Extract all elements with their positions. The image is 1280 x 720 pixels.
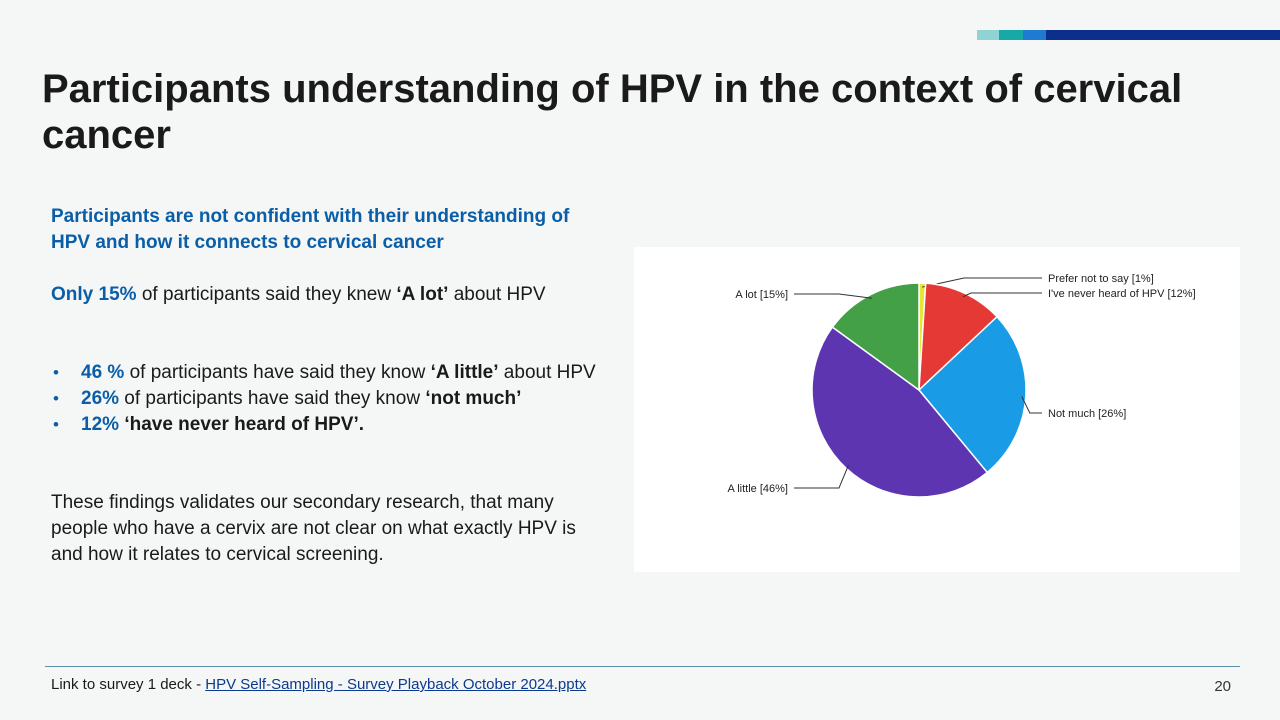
pie-slice [918,282,999,392]
pie-slice-label: Prefer not to say [1%] [1048,273,1154,285]
closing-paragraph: These findings validates our secondary r… [51,492,576,565]
pie-slice-label: I've never heard of HPV [12%] [1048,288,1196,300]
pie-slice [811,326,989,498]
pie-slice [917,315,1027,474]
pie-slice-label: A little [46%] [727,483,788,495]
a-lot-highlight: Only 15% [51,284,137,305]
bullet-bold: ‘A little’ [430,362,499,383]
pie-leader-line [794,293,873,299]
bullet-a-little: 46 % of participants have said they know… [51,360,611,386]
bullet-bold: ‘have never heard of HPV’. [124,414,365,435]
bullet-bold: ‘not much’ [425,388,522,409]
pie-chart-panel: Prefer not to say [1%] I've never heard o… [634,247,1240,572]
findings-bullets: 46 % of participants have said they know… [51,360,611,438]
accent-seg-4 [1046,30,1280,40]
pie-chart: Prefer not to say [1%] I've never heard o… [727,273,1196,498]
accent-seg-1 [977,30,999,40]
bullet-highlight: 12% [81,414,120,435]
findings-text: Participants are not confident with thei… [51,204,611,568]
accent-seg-2 [999,30,1023,40]
footer-divider [45,666,1240,667]
bullet-text: of participants have said they know [119,388,426,409]
pie-slice [831,282,920,392]
bullet-never-heard: 12% ‘have never heard of HPV’. [51,412,611,438]
bullet-highlight: 46 % [81,362,125,383]
a-lot-bold: ‘A lot’ [396,284,449,305]
pie-leader-line [794,464,849,489]
pie-leader-line [962,292,1042,298]
slide-title: Participants understanding of HPV in the… [42,67,1183,157]
a-lot-text-2: about HPV [448,284,546,305]
bullet-highlight: 26% [81,388,120,409]
a-lot-paragraph: Only 15% of participants said they knew … [51,282,611,308]
bullet-tail: about HPV [498,362,596,383]
footer: Link to survey 1 deck - HPV Self-Samplin… [51,676,586,694]
survey-deck-link[interactable]: HPV Self-Sampling - Survey Playback Octo… [205,676,587,693]
a-lot-text-1: of participants said they knew [136,284,397,305]
pie-slice-label: Not much [26%] [1048,408,1126,420]
page-number: 20 [1214,678,1231,695]
pie-leader-line [1021,396,1042,414]
footer-prefix: Link to survey 1 deck - [51,676,206,693]
lead-statement: Participants are not confident with thei… [51,206,570,253]
bullet-text: of participants have said they know [124,362,431,383]
bullet-not-much: 26% of participants have said they know … [51,386,611,412]
accent-seg-3 [1023,30,1046,40]
pie-slice-label: A lot [15%] [735,289,788,301]
